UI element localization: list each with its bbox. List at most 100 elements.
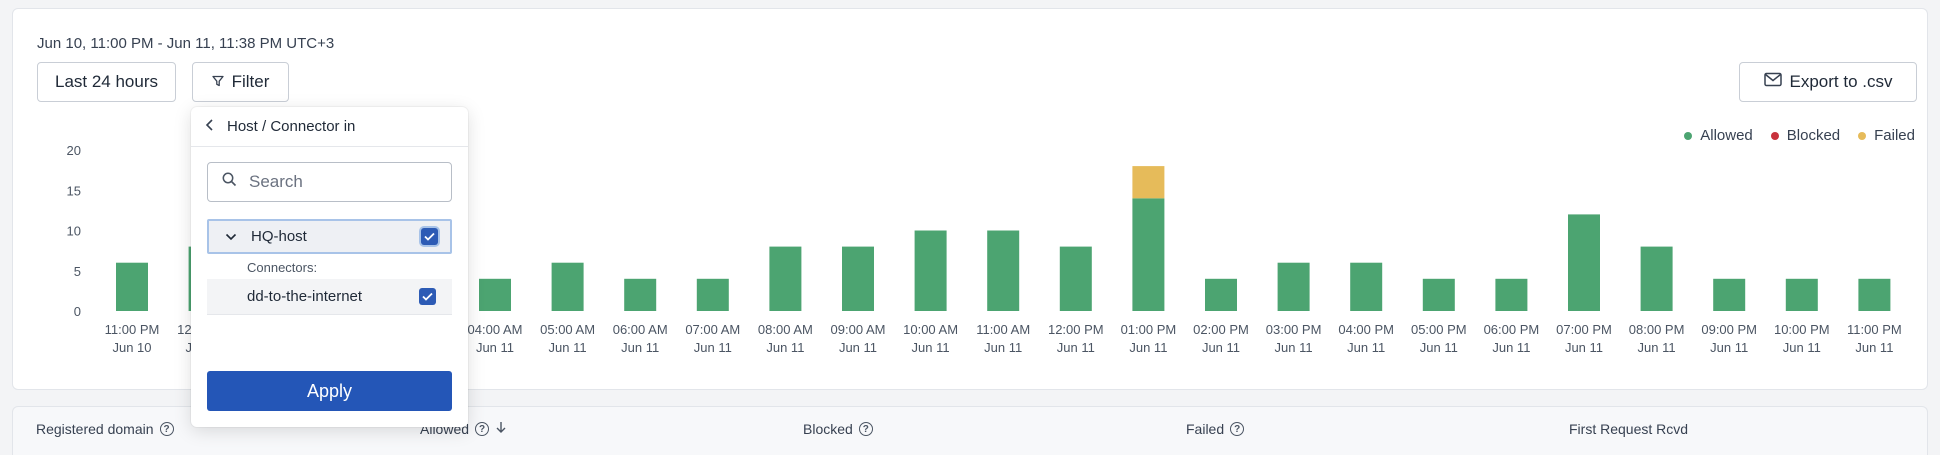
bar-allowed[interactable] xyxy=(842,246,874,311)
time-range-label: Last 24 hours xyxy=(54,72,158,91)
col-first-request[interactable]: First Request Rcvd xyxy=(1569,421,1688,437)
y-tick-label: 20 xyxy=(67,143,81,158)
x-tick-time: 04:00 PM xyxy=(1338,322,1394,337)
host-item-hq-host[interactable]: HQ-host xyxy=(207,219,452,254)
col-failed-label: Failed xyxy=(1186,421,1225,437)
legend-allowed-dot xyxy=(1684,131,1693,140)
apply-button[interactable]: Apply xyxy=(207,371,452,411)
col-failed[interactable]: Failed ? xyxy=(1186,421,1245,437)
bar-allowed[interactable] xyxy=(1132,198,1165,311)
x-tick-date: Jun 11 xyxy=(1057,340,1095,355)
help-icon[interactable]: ? xyxy=(1230,422,1245,436)
x-tick-time: 06:00 PM xyxy=(1484,322,1540,337)
search-input[interactable] xyxy=(249,172,439,192)
search-box[interactable] xyxy=(207,162,452,202)
bar-allowed[interactable] xyxy=(1568,214,1600,311)
connector-item[interactable]: dd-to-the-internet xyxy=(207,279,452,315)
bar-allowed[interactable] xyxy=(116,262,148,311)
legend-failed-label: Failed xyxy=(1874,127,1915,144)
bar-allowed[interactable] xyxy=(1713,278,1746,311)
bar-allowed[interactable] xyxy=(987,230,1020,312)
col-registered-domain-label: Registered domain xyxy=(36,421,154,437)
bar-allowed[interactable] xyxy=(1205,278,1237,311)
export-csv-button[interactable]: Export to .csv xyxy=(1739,62,1917,102)
filter-popover: Host / Connector in HQ-host Connectors: … xyxy=(191,107,468,427)
filter-label: Filter xyxy=(231,72,270,91)
sort-down-icon[interactable] xyxy=(495,421,507,437)
x-tick-time: 12:00 PM xyxy=(1048,322,1104,337)
filter-button[interactable]: Filter xyxy=(192,62,289,102)
x-tick-time: 11:00 PM xyxy=(105,322,160,337)
col-blocked-label: Blocked xyxy=(803,421,853,437)
host-checkbox[interactable] xyxy=(421,228,438,245)
x-tick-date: Jun 11 xyxy=(1783,340,1821,355)
bar-allowed[interactable] xyxy=(1350,262,1383,311)
bar-allowed[interactable] xyxy=(479,278,511,311)
legend-blocked-dot xyxy=(1770,131,1779,140)
filter-icon xyxy=(211,72,224,92)
bar-allowed[interactable] xyxy=(1785,278,1818,311)
popover-header[interactable]: Host / Connector in xyxy=(191,107,468,147)
bar-allowed[interactable] xyxy=(769,246,802,311)
bar-allowed[interactable] xyxy=(696,278,729,311)
help-icon[interactable]: ? xyxy=(475,422,490,436)
chevron-left-icon[interactable] xyxy=(205,118,215,135)
table-header: Registered domain ? Allowed ? Blocked ? … xyxy=(12,406,1928,455)
bar-allowed[interactable] xyxy=(1059,246,1092,311)
x-tick-time: 03:00 PM xyxy=(1266,322,1322,337)
connector-label: dd-to-the-internet xyxy=(247,288,363,305)
help-icon[interactable]: ? xyxy=(159,422,174,436)
x-tick-time: 11:00 PM xyxy=(1847,322,1902,337)
col-registered-domain[interactable]: Registered domain ? xyxy=(36,421,174,437)
x-tick-date: Jun 11 xyxy=(1492,340,1530,355)
bar-allowed[interactable] xyxy=(914,230,947,312)
legend-blocked-label: Blocked xyxy=(1786,127,1841,144)
x-tick-time: 11:00 AM xyxy=(976,322,1030,337)
bar-failed[interactable] xyxy=(1132,166,1165,199)
bar-allowed[interactable] xyxy=(1422,278,1455,311)
x-tick-date: Jun 11 xyxy=(912,340,950,355)
x-tick-date: Jun 10 xyxy=(112,340,151,355)
chevron-down-icon[interactable] xyxy=(225,228,237,245)
bar-allowed[interactable] xyxy=(1640,246,1673,311)
y-tick-label: 0 xyxy=(74,304,81,319)
y-tick-label: 15 xyxy=(67,183,81,198)
mail-icon xyxy=(1763,72,1782,92)
export-label: Export to .csv xyxy=(1789,72,1893,91)
bar-allowed[interactable] xyxy=(551,262,584,311)
col-blocked[interactable]: Blocked ? xyxy=(803,421,873,437)
x-tick-date: Jun 11 xyxy=(1565,340,1603,355)
x-tick-date: Jun 11 xyxy=(1275,340,1313,355)
x-tick-time: 07:00 PM xyxy=(1556,322,1612,337)
legend-failed[interactable]: Failed xyxy=(1858,127,1915,144)
bar-allowed[interactable] xyxy=(1858,278,1891,311)
popover-title: Host / Connector in xyxy=(227,118,356,135)
chart-legend: Allowed Blocked Failed xyxy=(1684,127,1915,144)
legend-failed-dot xyxy=(1858,131,1867,140)
x-tick-date: Jun 11 xyxy=(621,340,659,355)
x-tick-date: Jun 11 xyxy=(1129,340,1167,355)
x-tick-time: 07:00 AM xyxy=(685,322,740,337)
x-tick-time: 09:00 AM xyxy=(831,322,886,337)
checkmark-icon xyxy=(422,292,433,301)
bar-allowed[interactable] xyxy=(1495,278,1528,311)
x-tick-date: Jun 11 xyxy=(1638,340,1676,355)
col-first-request-label: First Request Rcvd xyxy=(1569,421,1689,437)
search-icon xyxy=(222,172,237,192)
x-tick-time: 08:00 AM xyxy=(758,322,813,337)
x-tick-date: Jun 11 xyxy=(1420,340,1458,355)
time-range-button[interactable]: Last 24 hours xyxy=(37,62,176,102)
x-tick-time: 01:00 PM xyxy=(1121,322,1177,337)
bar-allowed[interactable] xyxy=(624,278,657,311)
legend-blocked[interactable]: Blocked xyxy=(1770,127,1841,144)
x-tick-date: Jun 11 xyxy=(694,340,732,355)
x-tick-date: Jun 11 xyxy=(1347,340,1385,355)
x-tick-time: 08:00 PM xyxy=(1629,322,1685,337)
x-tick-date: Jun 11 xyxy=(549,340,587,355)
bar-allowed[interactable] xyxy=(1277,262,1310,311)
x-tick-date: Jun 11 xyxy=(766,340,804,355)
connector-checkbox[interactable] xyxy=(419,288,436,305)
legend-allowed[interactable]: Allowed xyxy=(1684,127,1753,144)
y-tick-label: 5 xyxy=(74,264,81,279)
help-icon[interactable]: ? xyxy=(858,422,873,436)
